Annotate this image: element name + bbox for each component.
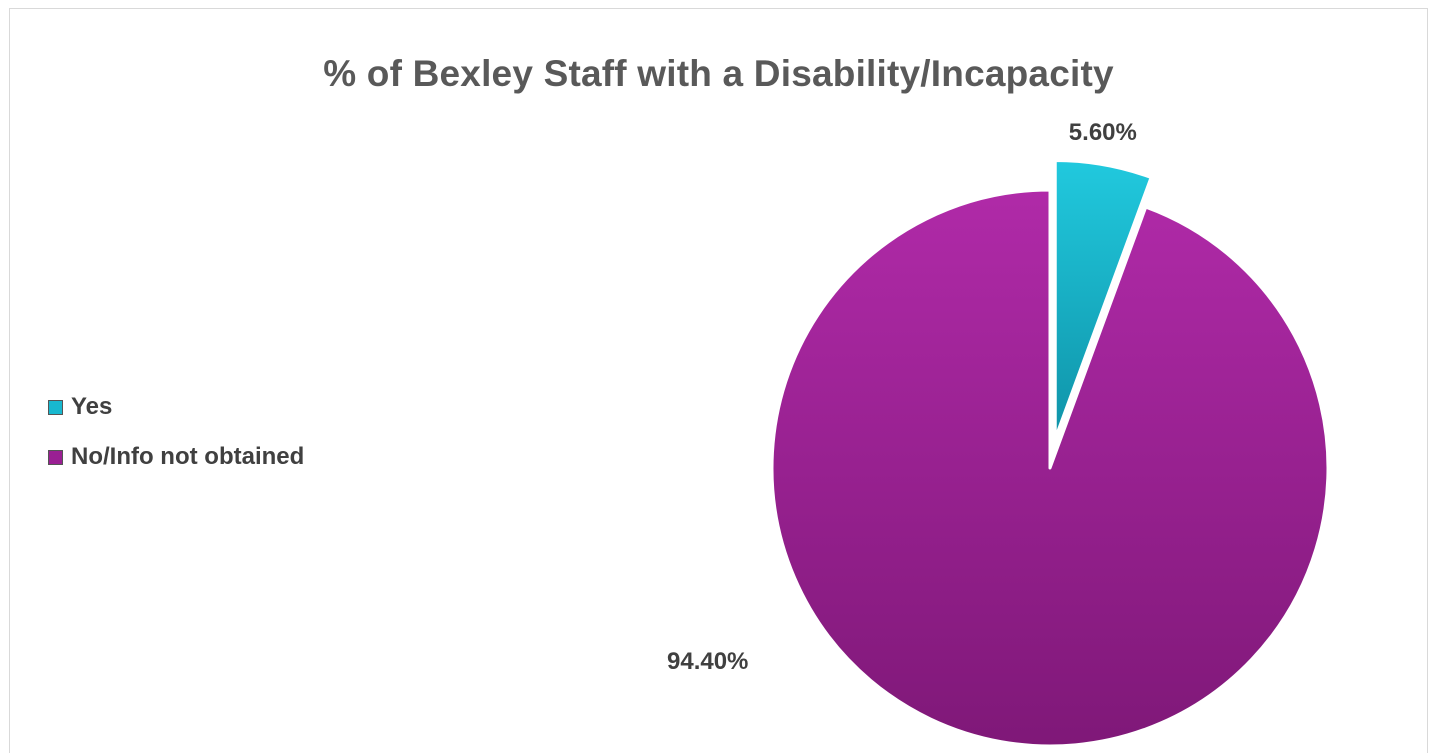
data-label-yes: 5.60% <box>1068 119 1137 147</box>
data-label-no-info: 94.40% <box>667 648 749 675</box>
pie-slice-no-info <box>770 188 1330 748</box>
legend: Yes No/Info not obtained <box>48 389 304 489</box>
chart-title: % of Bexley Staff with a Disability/Inca… <box>323 53 1114 94</box>
legend-label-yes: Yes <box>71 393 113 420</box>
legend-label-no-info: No/Info not obtained <box>71 443 305 470</box>
legend-swatch-yes <box>48 399 63 415</box>
pie-slice-yes <box>1053 158 1153 440</box>
legend-item-yes: Yes <box>48 389 304 425</box>
legend-swatch-no-info <box>48 449 63 465</box>
legend-item-no-info: No/Info not obtained <box>48 439 304 475</box>
